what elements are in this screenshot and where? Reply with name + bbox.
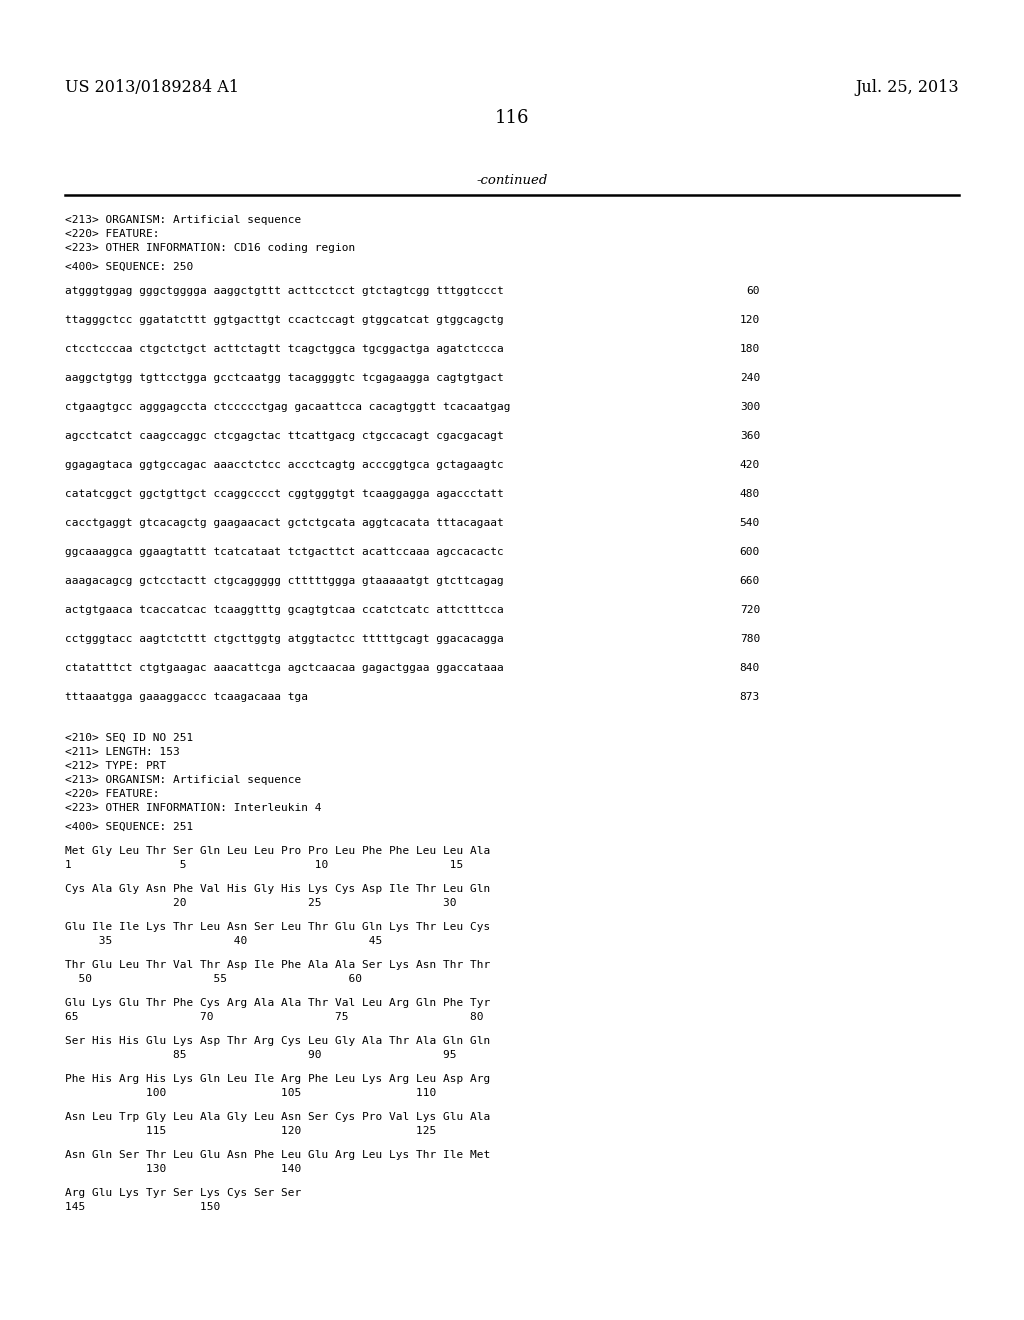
Text: -continued: -continued [476, 174, 548, 187]
Text: Jul. 25, 2013: Jul. 25, 2013 [855, 79, 959, 96]
Text: ctgaagtgcc agggagccta ctccccctgag gacaattcca cacagtggtt tcacaatgag: ctgaagtgcc agggagccta ctccccctgag gacaat… [65, 403, 511, 412]
Text: ctcctcccaa ctgctctgct acttctagtt tcagctggca tgcggactga agatctccca: ctcctcccaa ctgctctgct acttctagtt tcagctg… [65, 345, 504, 354]
Text: 873: 873 [739, 692, 760, 702]
Text: Thr Glu Leu Thr Val Thr Asp Ile Phe Ala Ala Ser Lys Asn Thr Thr: Thr Glu Leu Thr Val Thr Asp Ile Phe Ala … [65, 960, 490, 970]
Text: 100                 105                 110: 100 105 110 [65, 1088, 436, 1098]
Text: 116: 116 [495, 110, 529, 127]
Text: <220> FEATURE:: <220> FEATURE: [65, 789, 160, 799]
Text: 840: 840 [739, 663, 760, 673]
Text: <211> LENGTH: 153: <211> LENGTH: 153 [65, 747, 180, 756]
Text: <213> ORGANISM: Artificial sequence: <213> ORGANISM: Artificial sequence [65, 215, 301, 224]
Text: 240: 240 [739, 374, 760, 383]
Text: Phe His Arg His Lys Gln Leu Ile Arg Phe Leu Lys Arg Leu Asp Arg: Phe His Arg His Lys Gln Leu Ile Arg Phe … [65, 1074, 490, 1084]
Text: Met Gly Leu Thr Ser Gln Leu Leu Pro Pro Leu Phe Phe Leu Leu Ala: Met Gly Leu Thr Ser Gln Leu Leu Pro Pro … [65, 846, 490, 855]
Text: 120: 120 [739, 315, 760, 325]
Text: cacctgaggt gtcacagctg gaagaacact gctctgcata aggtcacata tttacagaat: cacctgaggt gtcacagctg gaagaacact gctctgc… [65, 517, 504, 528]
Text: <220> FEATURE:: <220> FEATURE: [65, 228, 160, 239]
Text: aaggctgtgg tgttcctgga gcctcaatgg tacaggggtc tcgagaagga cagtgtgact: aaggctgtgg tgttcctgga gcctcaatgg tacaggg… [65, 374, 504, 383]
Text: Arg Glu Lys Tyr Ser Lys Cys Ser Ser: Arg Glu Lys Tyr Ser Lys Cys Ser Ser [65, 1188, 301, 1199]
Text: 85                  90                  95: 85 90 95 [65, 1049, 457, 1060]
Text: <223> OTHER INFORMATION: CD16 coding region: <223> OTHER INFORMATION: CD16 coding reg… [65, 243, 355, 253]
Text: 300: 300 [739, 403, 760, 412]
Text: Cys Ala Gly Asn Phe Val His Gly His Lys Cys Asp Ile Thr Leu Gln: Cys Ala Gly Asn Phe Val His Gly His Lys … [65, 884, 490, 894]
Text: US 2013/0189284 A1: US 2013/0189284 A1 [65, 79, 239, 96]
Text: actgtgaaca tcaccatcac tcaaggtttg gcagtgtcaa ccatctcatc attctttcca: actgtgaaca tcaccatcac tcaaggtttg gcagtgt… [65, 605, 504, 615]
Text: <400> SEQUENCE: 251: <400> SEQUENCE: 251 [65, 822, 194, 832]
Text: Glu Ile Ile Lys Thr Leu Asn Ser Leu Thr Glu Gln Lys Thr Leu Cys: Glu Ile Ile Lys Thr Leu Asn Ser Leu Thr … [65, 921, 490, 932]
Text: 660: 660 [739, 576, 760, 586]
Text: atgggtggag gggctgggga aaggctgttt acttcctcct gtctagtcgg tttggtccct: atgggtggag gggctgggga aaggctgttt acttcct… [65, 286, 504, 296]
Text: <210> SEQ ID NO 251: <210> SEQ ID NO 251 [65, 733, 194, 743]
Text: 780: 780 [739, 634, 760, 644]
Text: 540: 540 [739, 517, 760, 528]
Text: 360: 360 [739, 432, 760, 441]
Text: aaagacagcg gctcctactt ctgcaggggg ctttttggga gtaaaaatgt gtcttcagag: aaagacagcg gctcctactt ctgcaggggg ctttttg… [65, 576, 504, 586]
Text: <213> ORGANISM: Artificial sequence: <213> ORGANISM: Artificial sequence [65, 775, 301, 785]
Text: 20                  25                  30: 20 25 30 [65, 898, 457, 908]
Text: ggcaaaggca ggaagtattt tcatcataat tctgacttct acattccaaa agccacactc: ggcaaaggca ggaagtattt tcatcataat tctgact… [65, 546, 504, 557]
Text: 130                 140: 130 140 [65, 1164, 301, 1173]
Text: 480: 480 [739, 488, 760, 499]
Text: <400> SEQUENCE: 250: <400> SEQUENCE: 250 [65, 261, 194, 272]
Text: 115                 120                 125: 115 120 125 [65, 1126, 436, 1137]
Text: <212> TYPE: PRT: <212> TYPE: PRT [65, 762, 166, 771]
Text: Asn Leu Trp Gly Leu Ala Gly Leu Asn Ser Cys Pro Val Lys Glu Ala: Asn Leu Trp Gly Leu Ala Gly Leu Asn Ser … [65, 1111, 490, 1122]
Text: 180: 180 [739, 345, 760, 354]
Text: 50                  55                  60: 50 55 60 [65, 974, 362, 983]
Text: ttagggctcc ggatatcttt ggtgacttgt ccactccagt gtggcatcat gtggcagctg: ttagggctcc ggatatcttt ggtgacttgt ccactcc… [65, 315, 504, 325]
Text: <223> OTHER INFORMATION: Interleukin 4: <223> OTHER INFORMATION: Interleukin 4 [65, 803, 322, 813]
Text: ggagagtaca ggtgccagac aaacctctcc accctcagtg acccggtgca gctagaagtc: ggagagtaca ggtgccagac aaacctctcc accctca… [65, 459, 504, 470]
Text: cctgggtacc aagtctcttt ctgcttggtg atggtactcc tttttgcagt ggacacagga: cctgggtacc aagtctcttt ctgcttggtg atggtac… [65, 634, 504, 644]
Text: Asn Gln Ser Thr Leu Glu Asn Phe Leu Glu Arg Leu Lys Thr Ile Met: Asn Gln Ser Thr Leu Glu Asn Phe Leu Glu … [65, 1150, 490, 1160]
Text: Glu Lys Glu Thr Phe Cys Arg Ala Ala Thr Val Leu Arg Gln Phe Tyr: Glu Lys Glu Thr Phe Cys Arg Ala Ala Thr … [65, 998, 490, 1008]
Text: Ser His His Glu Lys Asp Thr Arg Cys Leu Gly Ala Thr Ala Gln Gln: Ser His His Glu Lys Asp Thr Arg Cys Leu … [65, 1036, 490, 1045]
Text: 1                5                   10                  15: 1 5 10 15 [65, 861, 463, 870]
Text: tttaaatgga gaaaggaccc tcaagacaaa tga: tttaaatgga gaaaggaccc tcaagacaaa tga [65, 692, 308, 702]
Text: 145                 150: 145 150 [65, 1203, 220, 1212]
Text: 65                  70                  75                  80: 65 70 75 80 [65, 1012, 483, 1022]
Text: 420: 420 [739, 459, 760, 470]
Text: 720: 720 [739, 605, 760, 615]
Text: ctatatttct ctgtgaagac aaacattcga agctcaacaa gagactggaa ggaccataaa: ctatatttct ctgtgaagac aaacattcga agctcaa… [65, 663, 504, 673]
Text: agcctcatct caagccaggc ctcgagctac ttcattgacg ctgccacagt cgacgacagt: agcctcatct caagccaggc ctcgagctac ttcattg… [65, 432, 504, 441]
Text: 35                  40                  45: 35 40 45 [65, 936, 382, 946]
Text: catatcggct ggctgttgct ccaggcccct cggtgggtgt tcaaggagga agaccctatt: catatcggct ggctgttgct ccaggcccct cggtggg… [65, 488, 504, 499]
Text: 60: 60 [746, 286, 760, 296]
Text: 600: 600 [739, 546, 760, 557]
